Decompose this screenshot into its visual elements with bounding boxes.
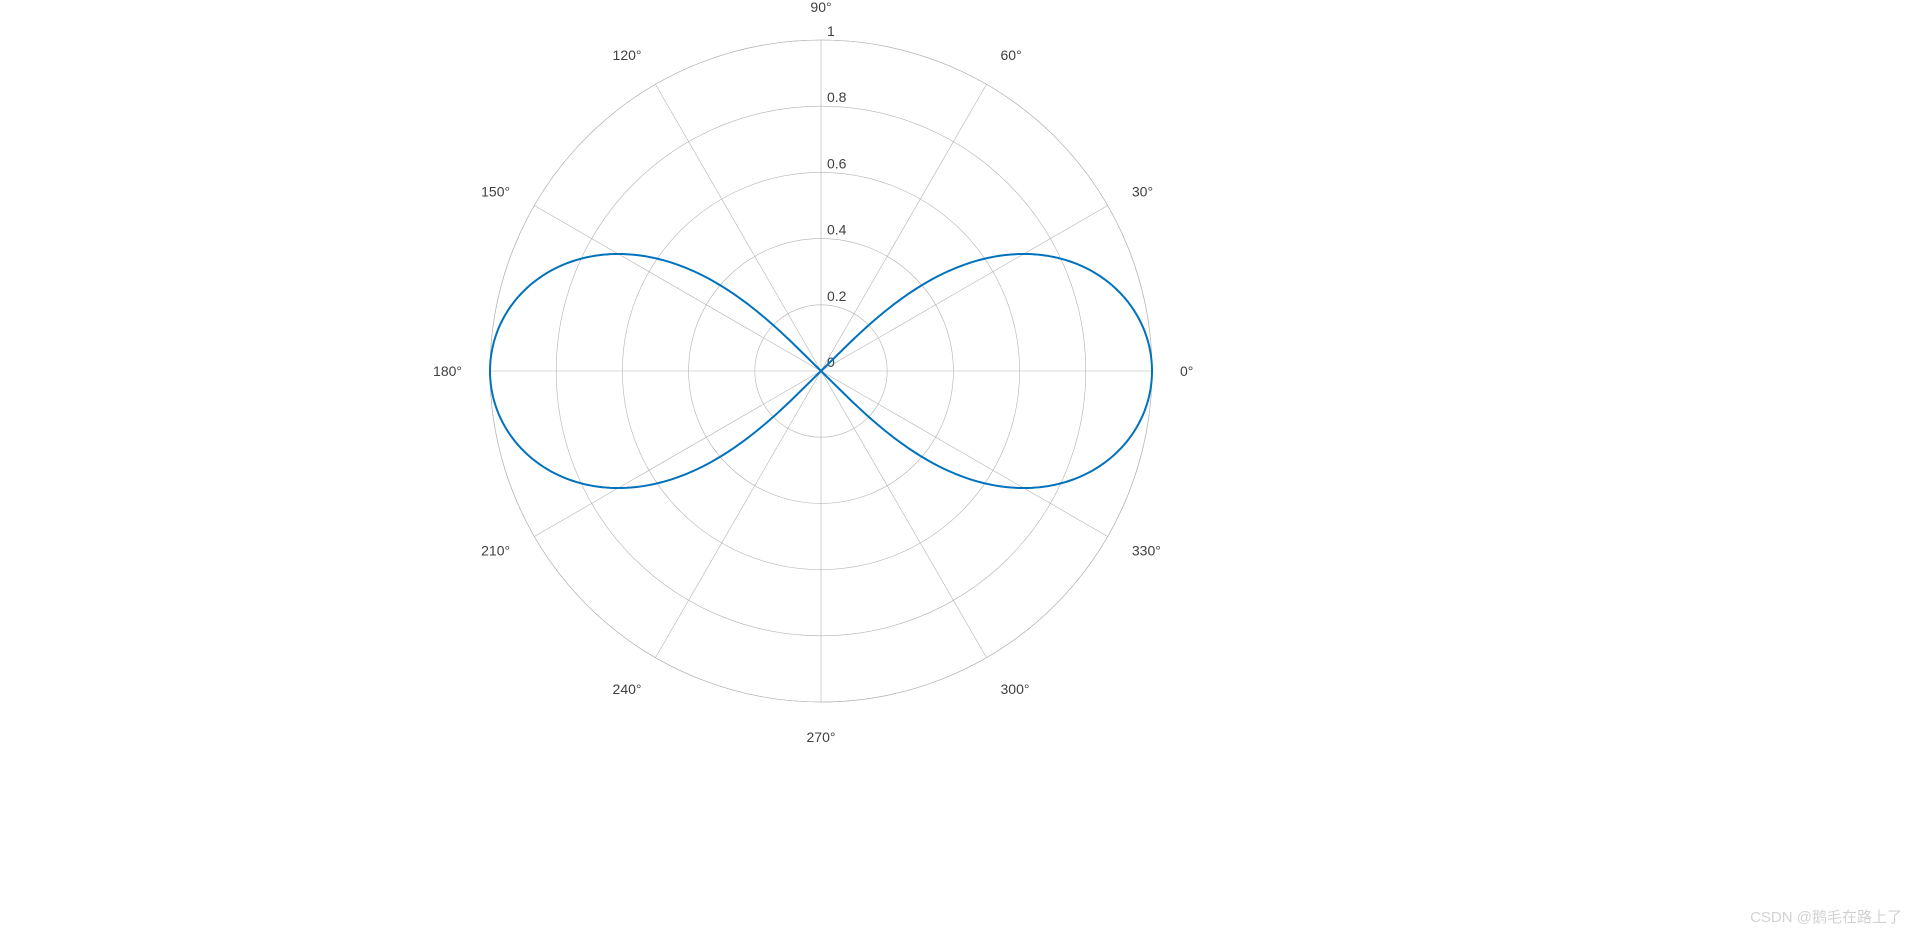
angle-tick-label: 300° (1001, 681, 1030, 697)
r-tick-label: 0.4 (827, 222, 847, 238)
r-tick-label: 1 (827, 23, 835, 39)
angle-tick-label: 210° (481, 543, 510, 559)
angle-tick-label: 330° (1132, 543, 1161, 559)
r-tick-label: 0.2 (827, 288, 847, 304)
angle-tick-label: 240° (613, 681, 642, 697)
angle-tick-label: 90° (810, 0, 831, 15)
polar-chart-svg: 0° 30° 60° 90° 120° 150° 180° 210° 240° 270° 300° 3… (0, 0, 1920, 937)
angle-tick-label: 0° (1180, 363, 1193, 379)
angle-tick-label: 270° (807, 729, 836, 745)
angle-tick-label: 150° (481, 184, 510, 200)
r-tick-label: 0.6 (827, 155, 847, 171)
angle-tick-label: 180° (433, 363, 462, 379)
angle-tick-label: 120° (613, 47, 642, 63)
angle-tick-label: 30° (1132, 184, 1153, 200)
angle-tick-label: 60° (1001, 47, 1022, 63)
r-tick-label: 0.8 (827, 89, 847, 105)
polar-chart-container: 0° 30° 60° 90° 120° 150° 180° 210° 240° 270° 300° 3… (0, 0, 1920, 937)
